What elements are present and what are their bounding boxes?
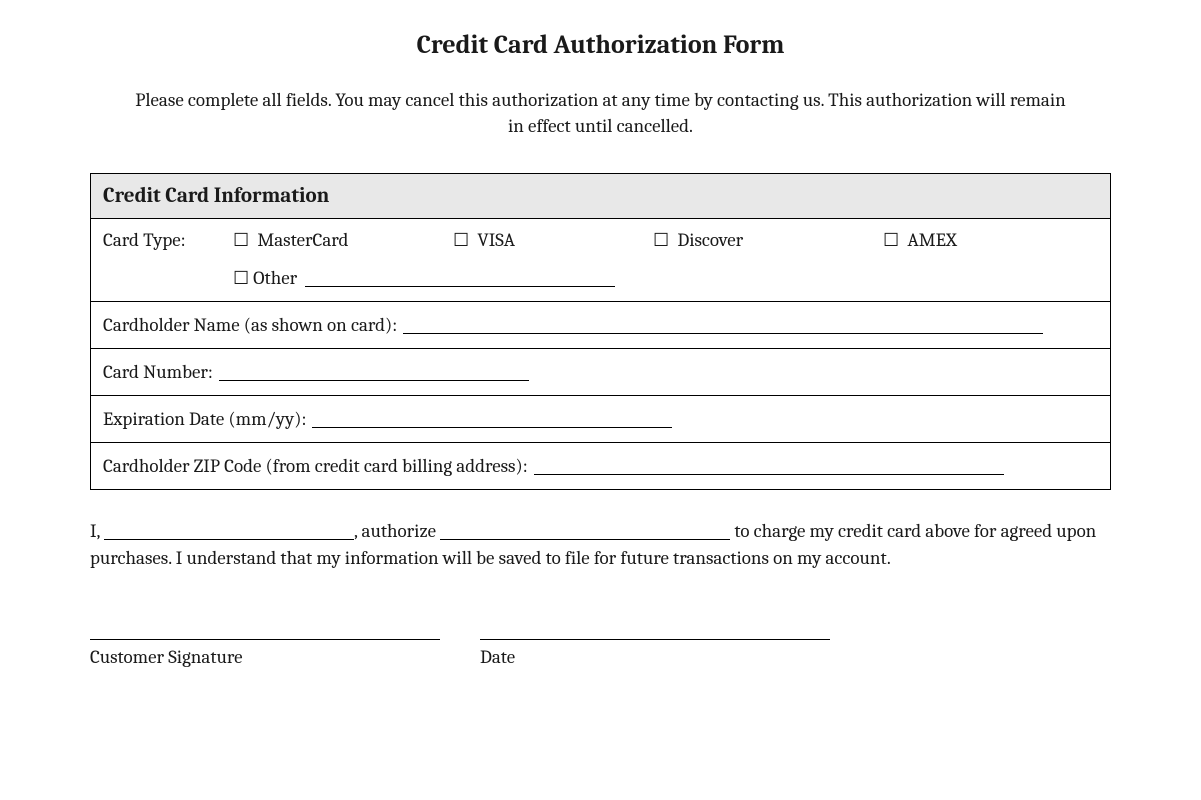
customer-signature-line[interactable] [90,639,440,640]
expiration-input-line[interactable] [312,409,672,428]
auth-mid1: , authorize [354,520,436,542]
checkbox-icon[interactable]: ☐ [653,230,669,251]
checkbox-icon[interactable]: ☐ [233,230,249,251]
card-number-row: Card Number: [91,349,1111,396]
cardholder-name-row: Cardholder Name (as shown on card): [91,302,1111,349]
auth-merchant-input-line[interactable] [440,521,730,540]
customer-signature-label: Customer Signature [90,646,440,668]
card-type-row: Card Type: ☐ MasterCard ☐ VISA ☐ Discove… [91,219,1111,302]
cardholder-name-label: Cardholder Name (as shown on card): [103,314,397,336]
cardholder-name-input-line[interactable] [403,315,1043,334]
auth-prefix: I, [90,520,100,542]
card-type-label: Card Type: [103,229,233,251]
card-type-discover: Discover [677,229,743,251]
zip-label: Cardholder ZIP Code (from credit card bi… [103,455,528,477]
signature-block: Customer Signature Date [90,639,1111,668]
checkbox-icon[interactable]: ☐ [453,230,469,251]
card-type-visa: VISA [477,229,515,251]
section-header: Credit Card Information [91,174,1111,219]
card-type-mastercard: MasterCard [257,229,348,251]
card-info-table: Credit Card Information Card Type: ☐ Mas… [90,173,1111,490]
checkbox-icon[interactable]: ☐ [233,268,249,289]
zip-row: Cardholder ZIP Code (from credit card bi… [91,443,1111,490]
expiration-row: Expiration Date (mm/yy): [91,396,1111,443]
date-field: Date [480,639,830,668]
card-type-other: Other [253,267,297,289]
card-type-amex: AMEX [907,229,956,251]
authorization-paragraph: I, , authorize to charge my credit card … [90,518,1111,571]
form-title: Credit Card Authorization Form [90,30,1111,60]
card-number-input-line[interactable] [219,362,529,381]
checkbox-icon[interactable]: ☐ [883,230,899,251]
card-number-label: Card Number: [103,361,213,383]
customer-signature-field: Customer Signature [90,639,440,668]
auth-name-input-line[interactable] [104,521,354,540]
zip-input-line[interactable] [534,456,1004,475]
expiration-label: Expiration Date (mm/yy): [103,408,306,430]
date-label: Date [480,646,830,668]
form-instructions: Please complete all fields. You may canc… [130,88,1071,139]
other-input-line[interactable] [305,268,615,287]
date-line[interactable] [480,639,830,640]
form-page: Credit Card Authorization Form Please co… [0,0,1201,668]
